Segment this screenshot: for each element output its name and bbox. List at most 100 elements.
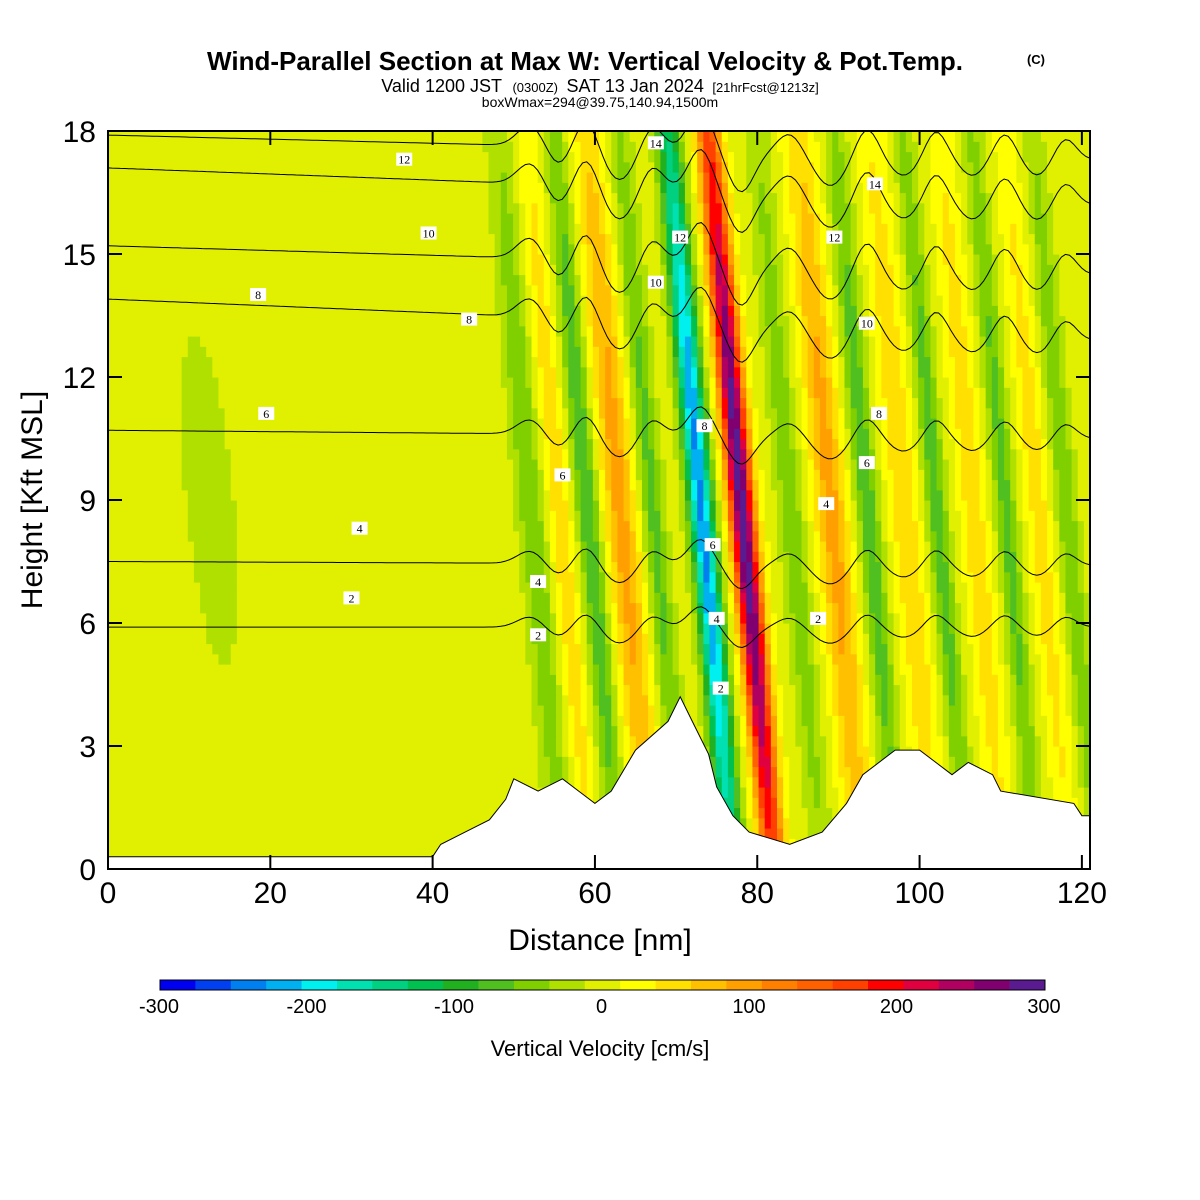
velocity-cell [592, 746, 600, 757]
velocity-cell [586, 725, 594, 737]
velocity-cell [709, 705, 717, 716]
velocity-cell [433, 828, 441, 839]
velocity-cell [506, 735, 514, 747]
velocity-cell [439, 828, 447, 839]
velocity-cell [875, 612, 882, 624]
velocity-cell [175, 592, 183, 604]
velocity-cell [629, 653, 637, 665]
velocity-cell [623, 664, 631, 675]
velocity-cell [1071, 582, 1079, 593]
velocity-cell [684, 653, 692, 665]
velocity-cell [463, 664, 471, 675]
velocity-cell [660, 694, 668, 706]
velocity-cell [236, 694, 244, 706]
velocity-cell [279, 756, 287, 768]
velocity-cell [1028, 643, 1036, 655]
velocity-cell [457, 807, 465, 819]
velocity-cell [463, 571, 471, 583]
velocity-cell [991, 705, 999, 716]
velocity-cell [586, 715, 594, 727]
velocity-cell [310, 828, 318, 839]
velocity-cell [648, 684, 655, 696]
velocity-cell [519, 643, 526, 655]
velocity-cell [482, 664, 490, 675]
velocity-cell [629, 746, 637, 757]
velocity-cell [783, 684, 790, 696]
velocity-cell [869, 705, 876, 716]
velocity-cell [893, 694, 901, 706]
velocity-cell [261, 715, 269, 727]
velocity-cell [292, 561, 299, 573]
velocity-cell [120, 715, 128, 727]
velocity-cell [1034, 551, 1042, 563]
velocity-cell [862, 612, 870, 624]
velocity-cell [666, 643, 674, 655]
velocity-cell [439, 776, 447, 788]
velocity-cell [108, 735, 115, 747]
velocity-cell [746, 612, 754, 624]
velocity-cell [599, 694, 606, 706]
velocity-cell [592, 633, 600, 645]
velocity-cell [599, 653, 606, 665]
velocity-cell [494, 694, 502, 706]
velocity-cell [126, 807, 134, 819]
velocity-cell [150, 541, 158, 552]
velocity-cell [175, 797, 183, 809]
velocity-cell [267, 797, 275, 809]
velocity-cell [365, 571, 373, 583]
velocity-cell [770, 633, 778, 645]
velocity-cell [580, 551, 588, 563]
velocity-cell [734, 756, 741, 768]
velocity-cell [1022, 643, 1030, 655]
velocity-cell [973, 684, 981, 696]
velocity-cell [169, 725, 177, 737]
velocity-cell [445, 694, 453, 706]
velocity-cell [875, 561, 882, 573]
velocity-cell [776, 612, 784, 624]
velocity-cell [371, 787, 379, 798]
velocity-cell [138, 705, 146, 716]
velocity-cell [580, 674, 588, 686]
velocity-cell [138, 561, 146, 573]
velocity-cell [997, 602, 1005, 614]
velocity-cell [899, 612, 907, 624]
velocity-cell [648, 674, 655, 686]
velocity-cell [574, 705, 582, 716]
velocity-cell [451, 725, 459, 737]
velocity-cell [936, 623, 944, 634]
velocity-cell [942, 653, 950, 665]
velocity-cell [654, 602, 661, 614]
velocity-cell [494, 715, 502, 727]
velocity-cell [568, 633, 576, 645]
velocity-cell [224, 653, 232, 665]
velocity-cell [641, 725, 649, 737]
velocity-cell [1004, 705, 1011, 716]
velocity-cell [709, 756, 717, 768]
velocity-cell [243, 664, 250, 675]
velocity-cell [678, 633, 686, 645]
velocity-cell [463, 725, 471, 737]
velocity-cell [543, 571, 551, 583]
velocity-cell [138, 582, 146, 593]
velocity-cell [273, 571, 281, 583]
velocity-cell [396, 602, 404, 614]
velocity-cell [985, 766, 993, 778]
velocity-cell [1059, 561, 1067, 573]
velocity-cell [869, 725, 876, 737]
velocity-cell [341, 715, 348, 727]
velocity-cell [660, 592, 668, 604]
velocity-cell [500, 725, 508, 737]
velocity-cell [844, 612, 852, 624]
velocity-cell [421, 838, 428, 850]
velocity-cell [924, 684, 932, 696]
velocity-cell [175, 766, 183, 778]
velocity-cell [684, 561, 692, 573]
velocity-cell [936, 684, 944, 696]
velocity-cell [273, 807, 281, 819]
velocity-cell [942, 602, 950, 614]
velocity-cell [691, 705, 698, 716]
velocity-cell [1004, 725, 1011, 737]
velocity-cell [310, 848, 318, 860]
velocity-cell [954, 664, 962, 675]
velocity-cell [942, 643, 950, 655]
